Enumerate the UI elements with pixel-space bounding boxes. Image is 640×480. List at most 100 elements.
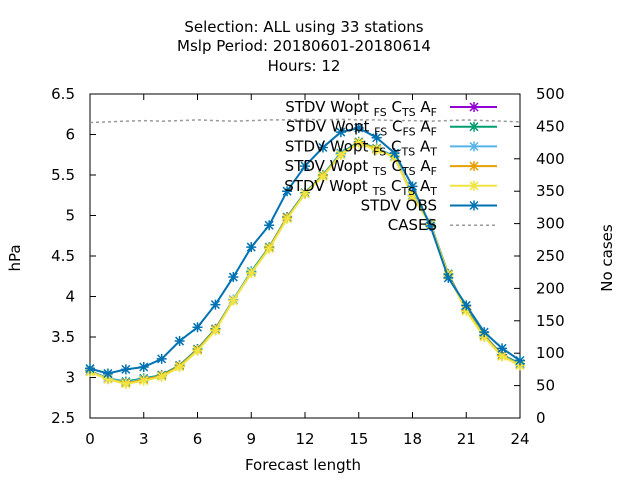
title-line-2: Mslp Period: 20180601-20180614 [177,37,431,55]
y-tick-label: 3.5 [51,328,75,346]
data-point [353,138,364,149]
legend-label: STDV Wopt FS CFS AF [286,118,437,139]
data-point [389,148,400,159]
x-tick-label: 21 [457,430,476,448]
legend-marker [469,161,479,172]
data-point [264,243,275,254]
legend-marker [469,102,479,112]
data-point [246,242,257,253]
y-tick-label: 4.5 [51,247,75,265]
y2-tick-label: 50 [536,377,555,395]
data-point [228,295,239,306]
data-point [300,161,310,172]
data-point [156,371,167,382]
x-tick-label: 0 [85,430,95,448]
y-tick-label: 6.5 [51,85,75,103]
data-point [353,123,364,134]
data-point [120,378,131,389]
data-point [138,361,149,372]
series-5 [85,123,525,379]
legend-marker [469,180,479,191]
data-point [85,363,95,374]
legend-entry: STDV Wopt FS CFS AF [286,118,497,139]
data-point [335,127,346,138]
data-point [371,132,382,143]
legend-entry: STDV Wopt FS CTS AF [285,98,497,119]
data-point [228,272,239,283]
data-point [210,299,221,310]
x-tick-label: 9 [246,430,256,448]
y2-tick-label: 300 [536,215,565,233]
legend-marker [469,200,479,211]
legend-entry: STDV Wopt TS CTS AF [285,157,497,178]
y-tick-label: 5 [65,207,75,225]
x-tick-label: 18 [403,430,422,448]
data-point [335,149,346,160]
y-axis-label: hPa [6,244,24,271]
data-point [317,142,328,153]
title-line-1: Selection: ALL using 33 stations [184,18,423,36]
legend-label: STDV Wopt TS CTS AT [284,177,437,198]
data-point [246,268,257,279]
x-axis-label: Forecast length [245,456,361,474]
x-tick-label: 3 [139,430,149,448]
legend-label: STDV Wopt FS CTS AF [285,98,437,119]
data-point [282,213,293,224]
legend-label: CASES [388,216,437,234]
y2-tick-label: 450 [536,117,565,135]
data-point [407,191,418,202]
legend-entry: CASES [388,216,497,234]
data-point [174,336,185,347]
data-point [317,171,328,182]
y2-tick-label: 250 [536,247,565,265]
data-point [102,374,113,385]
data-point [174,361,185,372]
data-point [102,368,113,379]
data-point [282,186,293,197]
data-point [192,322,203,333]
x-tick-label: 12 [295,430,314,448]
legend-entry: STDV Wopt TS CTS AT [284,177,497,198]
legend-label: STDV Wopt TS CTS AF [285,157,437,178]
y2-tick-label: 350 [536,182,565,200]
axis-ticks: 0 3 6 9 12 15 18 21 24 2.5 3 3.5 4 4.5 5 5.5 6 6.5 0 50 100 1… [51,85,565,448]
y2-tick-label: 500 [536,85,565,103]
legend-label: STDV Wopt FS CTS AT [285,137,437,158]
x-tick-label: 15 [349,430,368,448]
data-point [443,272,454,283]
data-point [461,306,472,317]
y-tick-label: 5.5 [51,166,75,184]
y-tick-label: 2.5 [51,409,75,427]
data-point [300,188,310,199]
series-3 [85,137,525,389]
data-point [138,375,149,386]
y-tick-label: 3 [65,369,75,387]
data-point [156,353,167,364]
data-point [425,221,436,232]
title-line-3: Hours: 12 [268,57,341,75]
chart-title: Selection: ALL using 33 stations Mslp Pe… [177,18,431,75]
legend-label: STDV OBS [361,197,437,215]
x-tick-label: 24 [510,430,529,448]
data-point [497,343,508,354]
y2-tick-label: 200 [536,279,565,297]
y2-tick-label: 150 [536,312,565,330]
data-point [210,325,221,336]
data-point [515,355,525,366]
x-tick-label: 6 [193,430,203,448]
y2-tick-label: 100 [536,344,565,362]
data-point [371,144,382,155]
data-point [192,345,203,356]
y2-axis-label: No cases [598,224,616,292]
y-tick-label: 4 [65,288,75,306]
data-point [120,364,131,375]
legend-entry: STDV Wopt FS CTS AT [285,137,497,158]
legend-marker [469,121,479,132]
series-layer [85,118,525,389]
data-point [479,327,490,338]
data-point [461,300,472,311]
data-point [407,181,418,192]
y2-tick-label: 0 [536,409,546,427]
